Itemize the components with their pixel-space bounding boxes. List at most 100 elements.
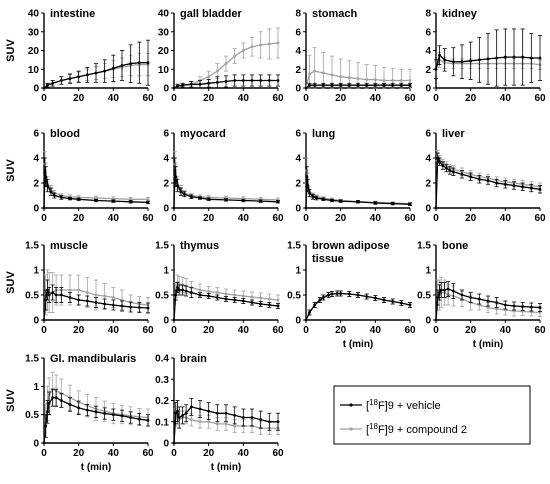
y-tick-label: 6 [295, 129, 301, 140]
data-point [304, 86, 308, 90]
data-point [179, 190, 183, 194]
x-tick-label: 60 [404, 213, 416, 224]
x-tick-label: 20 [73, 213, 85, 224]
data-point [399, 79, 403, 82]
data-point [233, 79, 237, 82]
series-vehicle [304, 82, 412, 90]
x-tick-label: 20 [465, 325, 477, 336]
data-point [68, 296, 72, 299]
data-point [259, 302, 263, 306]
data-point [267, 303, 271, 307]
data-point [42, 441, 46, 445]
data-point [339, 292, 343, 295]
panel-title: kidney [442, 8, 478, 20]
panel-bone: 0 0.5 1 1.5 0 20 40 60 bone t (min) [417, 240, 546, 350]
y-tick-label: 6 [295, 27, 301, 38]
data-point [477, 297, 481, 301]
data-point [129, 305, 133, 309]
data-point [276, 298, 280, 302]
x-tick-label: 40 [370, 325, 382, 336]
x-tick-label: 40 [108, 448, 120, 459]
data-point [521, 185, 525, 189]
y-tick-label: 0 [295, 316, 301, 327]
data-point [46, 288, 49, 292]
data-point [276, 79, 280, 82]
data-point [215, 296, 219, 299]
x-tick-label: 0 [303, 93, 309, 104]
panel-kidney: 0 2 4 6 8 0 20 40 60 kidney [425, 8, 546, 104]
data-point [408, 79, 412, 82]
x-tick-label: 0 [171, 448, 177, 459]
data-point [443, 288, 447, 292]
legend-label-compound: [18F]9 + compound 2 [366, 422, 467, 436]
x-tick-label: 40 [370, 93, 382, 104]
data-point [439, 288, 443, 292]
data-point [68, 288, 72, 292]
data-point [198, 293, 202, 297]
data-point [339, 199, 343, 203]
panel-title: muscle [50, 240, 88, 252]
data-point [495, 301, 499, 304]
data-point [538, 56, 542, 60]
data-point [356, 200, 360, 204]
data-point [305, 175, 309, 179]
data-point [477, 58, 481, 62]
data-point [330, 83, 334, 87]
data-point [391, 300, 395, 303]
data-point [44, 424, 48, 428]
data-point [77, 75, 81, 79]
y-tick-label: 2 [425, 65, 431, 76]
y-tick-label: 0 [163, 316, 169, 327]
data-point [54, 396, 58, 400]
y-tick-label: 0 [163, 439, 169, 450]
x-tick-label: 40 [500, 325, 512, 336]
data-point [399, 83, 403, 87]
series-vehicle [304, 290, 412, 322]
x-tick-label: 60 [142, 325, 154, 336]
data-point [43, 169, 47, 172]
panel-gall-bladder: 0 10 20 30 40 0 20 40 60 gall bladder [158, 8, 284, 104]
panel-title: brown adipose [312, 240, 390, 252]
data-point [512, 304, 516, 308]
x-tick-label: 60 [142, 448, 154, 459]
x-tick-label: 20 [73, 448, 85, 459]
data-point [327, 293, 330, 297]
x-tick-label: 20 [73, 93, 85, 104]
data-point [181, 413, 185, 417]
x-tick-label: 60 [534, 93, 546, 104]
y-axis-label: SUV [5, 271, 17, 294]
data-point [259, 79, 263, 82]
series-vehicle [434, 28, 542, 87]
x-tick-label: 60 [404, 325, 416, 336]
data-point [146, 61, 150, 65]
y-tick-label: 8 [425, 9, 431, 20]
data-point [103, 412, 107, 415]
panel-brain: 0 0.1 0.2 0.3 0.4 0 20 40 60 brain t (min) [155, 353, 284, 473]
data-point [276, 304, 280, 308]
x-tick-label: 20 [203, 93, 215, 104]
data-point [85, 291, 89, 294]
data-point [59, 293, 63, 297]
data-point [521, 55, 525, 59]
series-compound [304, 47, 412, 90]
data-point [111, 303, 115, 307]
data-point [184, 411, 188, 415]
y-tick-label: 1 [33, 382, 39, 393]
series-vehicle [434, 152, 542, 210]
data-point [233, 293, 237, 297]
x-tick-label: 0 [303, 325, 309, 336]
y-tick-label: 0.5 [155, 291, 169, 302]
data-point [111, 197, 115, 201]
data-point [198, 420, 202, 424]
data-point [347, 83, 351, 87]
data-point [181, 288, 185, 292]
x-axis-label: t (min) [343, 339, 374, 350]
data-point [321, 296, 325, 299]
data-point [59, 79, 63, 82]
data-point [189, 195, 193, 199]
data-point [441, 164, 445, 167]
data-point [335, 292, 339, 295]
data-point [313, 303, 317, 307]
